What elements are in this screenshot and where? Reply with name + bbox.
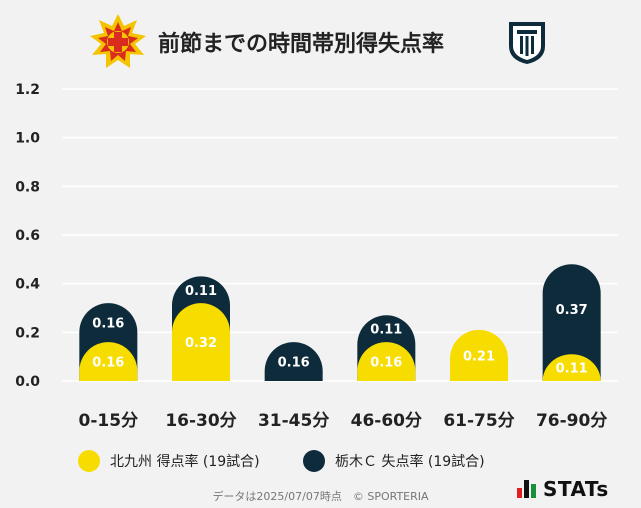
x-tick-label: 0-15分: [79, 411, 139, 431]
y-tick-label: 0.4: [15, 277, 40, 293]
chart-gridlines: [62, 88, 618, 382]
data-label-conceded: 0.16: [278, 356, 310, 371]
data-label-conceded: 0.37: [556, 303, 588, 318]
x-tick-label: 16-30分: [165, 411, 236, 431]
bar-conceded: [542, 264, 601, 381]
data-label-scored: 0.16: [92, 356, 124, 371]
chart-legend: 北九州 得点率 (19試合) 栃木Ｃ 失点率 (19試合): [0, 448, 641, 476]
stats-brand: STATs: [517, 477, 609, 501]
stats-brand-text: STATs: [543, 477, 609, 501]
x-tick-label: 76-90分: [536, 411, 607, 431]
bar-scored: [79, 342, 138, 381]
legend-label-conceded: 栃木Ｃ 失点率 (19試合): [335, 454, 485, 470]
legend-swatch-scored: [78, 450, 100, 472]
x-tick-label: 61-75分: [443, 411, 514, 431]
away-team-logo: [505, 18, 549, 70]
home-team-logo: [90, 14, 146, 74]
x-tick-label: 46-60分: [351, 411, 422, 431]
legend-item-scored: 北九州 得点率 (19試合): [78, 450, 260, 472]
data-label-conceded: 0.11: [185, 284, 217, 299]
y-tick-label: 1.2: [15, 82, 40, 98]
y-tick-label: 1.0: [15, 131, 40, 147]
legend-swatch-conceded: [303, 450, 325, 472]
data-label-conceded: 0.16: [92, 317, 124, 332]
data-label-scored: 0.16: [370, 356, 402, 371]
page-title: 前節までの時間帯別得失点率: [158, 32, 445, 57]
y-tick-label: 0.2: [15, 325, 40, 341]
x-tick-label: 31-45分: [258, 411, 329, 431]
stats-logo-icon: [517, 480, 536, 498]
y-tick-label: 0.0: [15, 374, 40, 390]
legend-label-scored: 北九州 得点率 (19試合): [110, 454, 260, 470]
bar-conceded: [264, 342, 323, 381]
chart-header: 前節までの時間帯別得失点率: [0, 0, 641, 80]
data-label-scored: 0.11: [556, 362, 588, 377]
y-tick-label: 0.6: [15, 228, 40, 244]
chart-plot: 0.00.20.40.60.81.01.2 0.160.160.320.110.…: [15, 82, 618, 431]
bar-scored: [450, 329, 508, 381]
bar-scored: [542, 354, 601, 381]
data-label-scored: 0.32: [185, 336, 217, 351]
chart-bars: 0.16 0.16 0.32 0.11 0.16 0.16 0.11 0.21 0.11 0.37: [79, 264, 601, 381]
bar-scored: [172, 303, 230, 381]
data-source-note: データは2025/07/07時点 © SPORTERIA: [212, 490, 429, 503]
bar-scored: [357, 342, 416, 381]
y-tick-label: 0.8: [15, 179, 40, 195]
x-axis-ticks: 0-15分 16-30分 31-45分 46-60分 61-75分 76-90分: [79, 411, 608, 431]
y-axis-ticks: 0.0 0.2 0.4 0.6 0.8 1.0 1.2: [15, 82, 40, 390]
legend-item-conceded: 栃木Ｃ 失点率 (19試合): [303, 450, 485, 472]
data-label-conceded: 0.11: [370, 323, 402, 338]
data-label-scored: 0.21: [463, 349, 495, 364]
